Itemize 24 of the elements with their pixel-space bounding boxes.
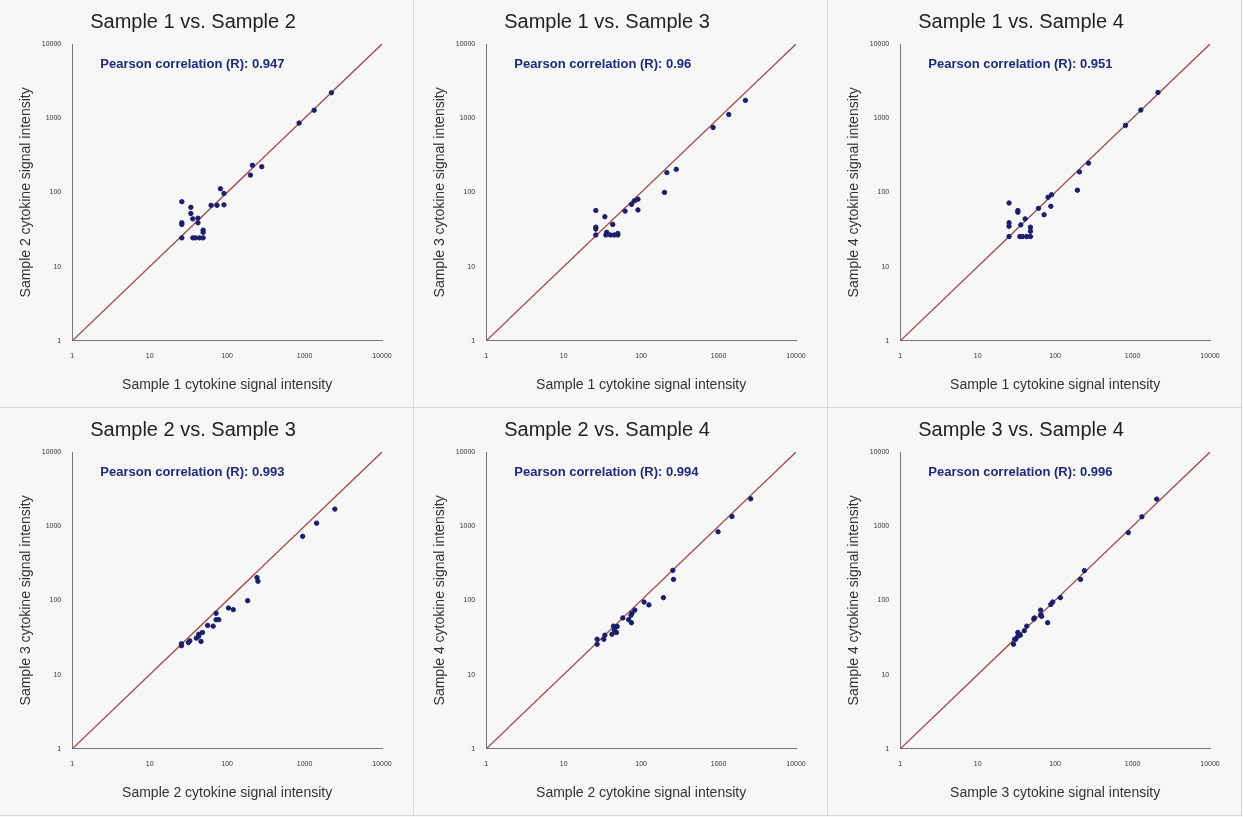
chart-title: Sample 1 vs. Sample 4 xyxy=(918,9,1124,32)
annotation: Pearson correlation (R): 0.993 xyxy=(100,464,285,480)
x-axis-title: Sample 2 cytokine signal intensity xyxy=(536,784,747,801)
x-axis-title: Sample 2 cytokine signal intensity xyxy=(122,784,333,801)
annotation: Pearson correlation (R): 0.996 xyxy=(928,464,1113,480)
annotation: Pearson correlation (R): 0.96 xyxy=(514,56,692,72)
annotation: Pearson correlation (R): 0.947 xyxy=(100,56,285,72)
x-axis-title: Sample 1 cytokine signal intensity xyxy=(536,376,747,393)
chart-title: Sample 3 vs. Sample 4 xyxy=(918,417,1124,440)
annotation: Pearson correlation (R): 0.994 xyxy=(514,464,700,480)
x-axis-title: Sample 1 cytokine signal intensity xyxy=(950,376,1161,393)
chart-title: Sample 1 vs. Sample 2 xyxy=(90,9,296,32)
chart-title: Sample 2 vs. Sample 3 xyxy=(90,417,296,440)
y-axis-title: Sample 4 cytokine signal intensity xyxy=(845,495,862,706)
x-axis-title: Sample 1 cytokine signal intensity xyxy=(122,376,333,393)
chart-title: Sample 1 vs. Sample 3 xyxy=(504,9,710,32)
annotation: Pearson correlation (R): 0.951 xyxy=(928,56,1113,72)
chart-title: Sample 2 vs. Sample 4 xyxy=(504,417,710,440)
y-axis-title: Sample 3 cytokine signal intensity xyxy=(431,87,448,298)
x-axis-title: Sample 3 cytokine signal intensity xyxy=(950,784,1161,801)
y-axis-title: Sample 4 cytokine signal intensity xyxy=(845,87,862,298)
y-axis-title: Sample 2 cytokine signal intensity xyxy=(17,87,34,298)
y-axis-title: Sample 4 cytokine signal intensity xyxy=(431,495,448,706)
y-axis-title: Sample 3 cytokine signal intensity xyxy=(17,495,34,706)
